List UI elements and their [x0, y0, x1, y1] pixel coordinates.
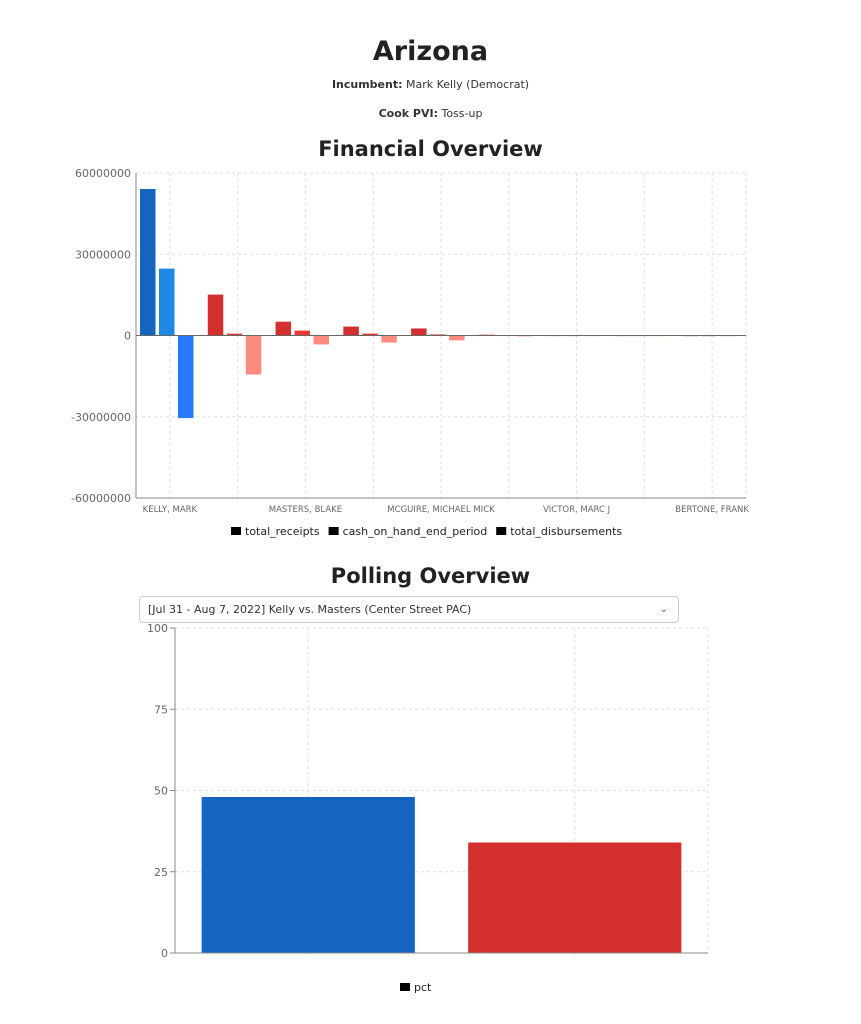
y-tick-label: 0: [161, 947, 168, 960]
bar-total_receipts: [343, 326, 359, 336]
financial-title: Financial Overview: [318, 137, 543, 161]
legend-swatch: [400, 983, 410, 991]
poll-select-value: [Jul 31 - Aug 7, 2022] Kelly vs. Masters…: [148, 603, 472, 616]
bar-total_receipts: [207, 294, 224, 336]
legend-label: pct: [414, 981, 432, 994]
x-tick-label: MASTERS, BLAKE: [269, 505, 342, 515]
legend-swatch: [328, 527, 339, 535]
bar-pct: [201, 797, 415, 953]
x-tick-label: MCGUIRE, MICHAEL MICK: [387, 505, 495, 515]
incumbent-info: Incumbent: Mark Kelly (Democrat): [331, 78, 530, 91]
bar-cash_on_hand_end_period: [362, 333, 378, 336]
y-tick-label: 25: [154, 866, 168, 879]
y-tick-label: 50: [154, 785, 168, 798]
legend-swatch: [231, 527, 241, 535]
bar-total_disbursements: [381, 335, 397, 343]
legend-label: total_disbursements: [510, 525, 622, 538]
y-tick-label: 0: [124, 330, 131, 343]
x-tick-label: VICTOR, MARC J: [543, 505, 610, 515]
x-tick-label: BERTONE, FRANK: [675, 505, 749, 515]
y-tick-label: 75: [154, 703, 168, 716]
bar-total_disbursements: [245, 335, 262, 375]
bar-total_receipts: [275, 321, 292, 336]
chevron-down-icon: ⌄: [659, 604, 668, 615]
y-tick-label: 30000000: [75, 248, 131, 261]
bar-total_disbursements: [313, 335, 330, 345]
y-tick-label: -30000000: [71, 411, 131, 424]
y-tick-label: 60000000: [75, 167, 131, 180]
bar-cash_on_hand_end_period: [226, 333, 243, 336]
poll-select[interactable]: [Jul 31 - Aug 7, 2022] Kelly vs. Masters…: [139, 596, 679, 623]
y-tick-label: 100: [147, 622, 168, 635]
y-tick-label: -60000000: [71, 492, 131, 505]
bar-total_receipts: [140, 188, 156, 336]
state-title: Arizona: [372, 36, 489, 67]
bar-total_disbursements: [178, 335, 194, 419]
bar-cash_on_hand_end_period: [294, 330, 311, 336]
bar-total_disbursements: [449, 335, 465, 341]
legend-swatch: [496, 527, 507, 535]
bar-total_receipts: [411, 328, 427, 336]
x-tick-label: KELLY, MARK: [143, 505, 198, 515]
financial-chart: 60000000 30000000 0 -30000000 -60000000 KELLY…: [71, 167, 749, 538]
legend-label: cash_on_hand_end_period: [343, 525, 488, 538]
pvi-info: Cook PVI: Toss-up: [378, 107, 483, 120]
bar-pct: [468, 842, 682, 953]
bar-cash_on_hand_end_period: [159, 268, 175, 336]
legend-label: total_receipts: [245, 525, 320, 538]
polling-title: Polling Overview: [330, 564, 531, 588]
bar-cash_on_hand_end_period: [430, 334, 446, 336]
